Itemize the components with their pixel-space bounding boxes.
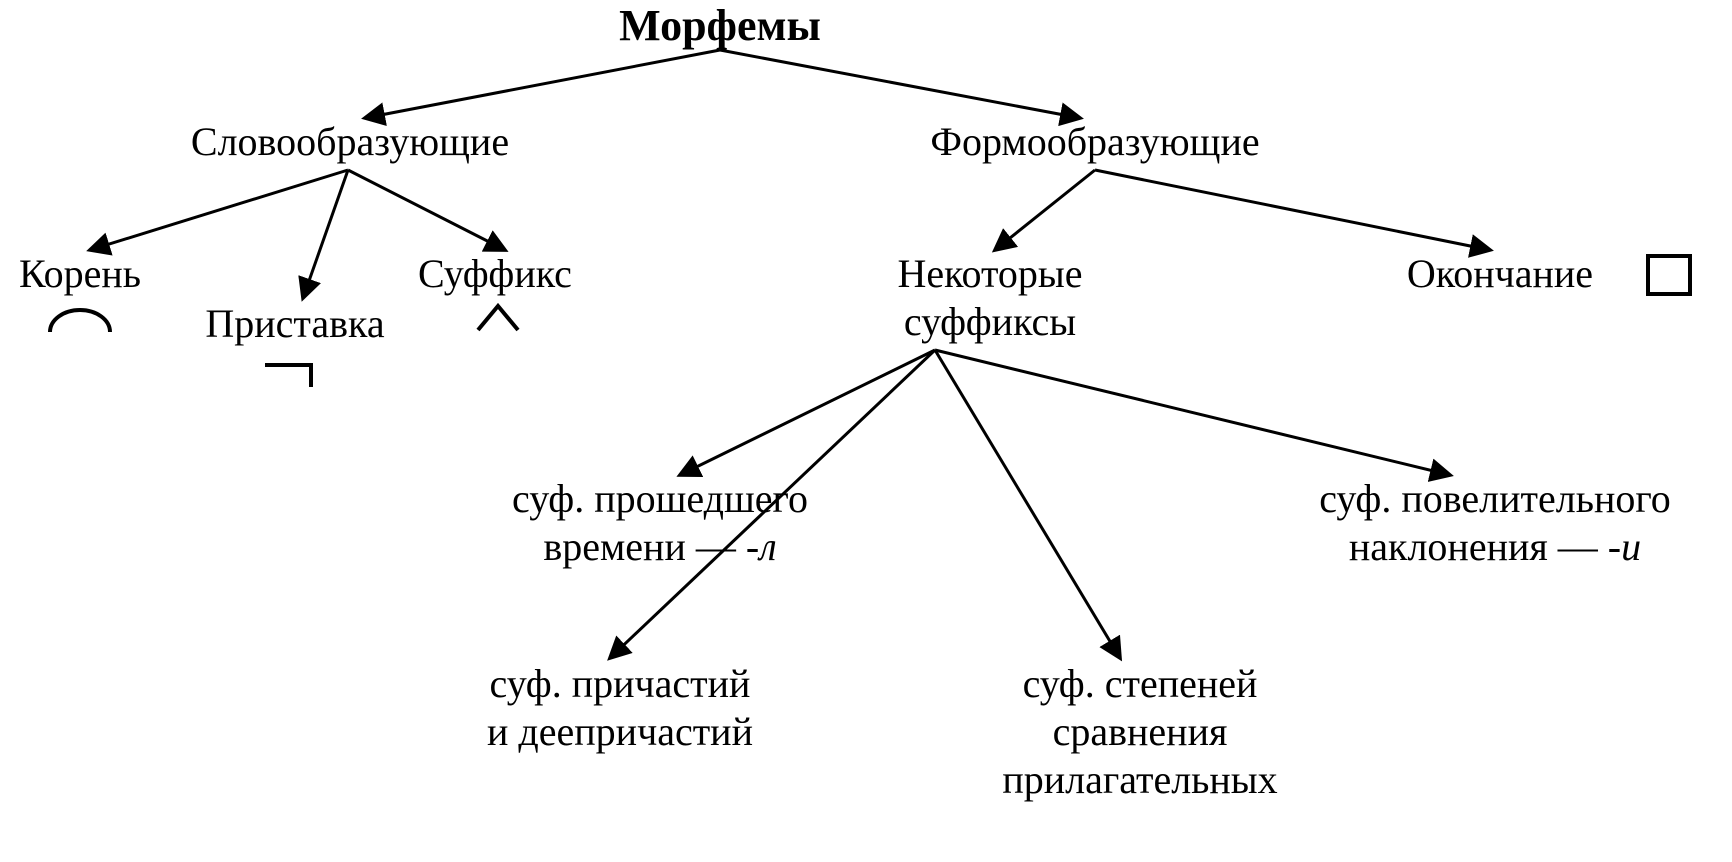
node-suffix: Суффикс bbox=[385, 250, 605, 298]
edge bbox=[720, 50, 1080, 118]
node-suf_imp: суф. повелительногонаклонения — -и bbox=[1255, 475, 1732, 571]
suffix-caret-symbol bbox=[478, 306, 518, 330]
edge bbox=[1095, 170, 1490, 250]
edge bbox=[680, 350, 935, 475]
ending-box-symbol bbox=[1648, 256, 1690, 294]
node-slovo: Словообразующие bbox=[135, 118, 565, 166]
edge bbox=[365, 50, 720, 118]
node-okonch: Окончание bbox=[1370, 250, 1630, 298]
edge bbox=[303, 170, 348, 298]
node-root: Морфемы bbox=[570, 0, 870, 53]
edge bbox=[935, 350, 1450, 475]
edge bbox=[90, 170, 348, 250]
node-suf_part: суф. причастий и деепричастий bbox=[410, 660, 830, 756]
node-koren: Корень bbox=[0, 250, 170, 298]
edge bbox=[935, 350, 1120, 658]
node-suf_deg: суф. степеней сравнения прилагательных bbox=[950, 660, 1330, 804]
node-suf_past: суф. прошедшеговремени — -л bbox=[430, 475, 890, 571]
root-arc-symbol bbox=[50, 310, 110, 332]
edge bbox=[995, 170, 1095, 250]
node-nekot: Некоторые суффиксы bbox=[830, 250, 1150, 346]
prefix-symbol bbox=[265, 365, 311, 387]
node-pristavka: Приставка bbox=[170, 300, 420, 348]
node-formo: Формообразующие bbox=[880, 118, 1310, 166]
edge bbox=[348, 170, 505, 250]
